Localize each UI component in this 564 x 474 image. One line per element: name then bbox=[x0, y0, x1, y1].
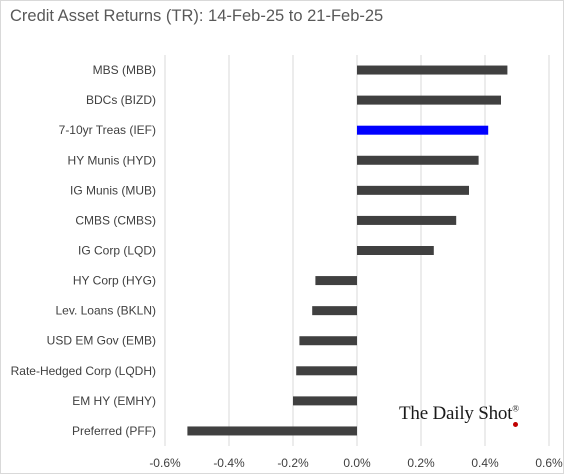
bar bbox=[357, 95, 501, 105]
x-tick-label: 0.0% bbox=[343, 456, 371, 470]
bar bbox=[296, 366, 357, 376]
category-label: 7-10yr Treas (IEF) bbox=[59, 123, 156, 137]
bar bbox=[357, 65, 508, 75]
category-label: BDCs (BIZD) bbox=[86, 93, 156, 107]
category-label: IG Corp (LQD) bbox=[78, 244, 156, 258]
bar bbox=[187, 426, 357, 436]
x-tick-label: -0.4% bbox=[213, 456, 245, 470]
category-label: Preferred (PFF) bbox=[72, 424, 156, 438]
watermark-dot-icon bbox=[513, 422, 518, 427]
category-label: HY Corp (HYG) bbox=[73, 274, 156, 288]
x-tick-label: 0.4% bbox=[471, 456, 499, 470]
x-tick-label: 0.6% bbox=[535, 456, 563, 470]
category-label: EM HY (EMHY) bbox=[72, 394, 156, 408]
bar bbox=[357, 125, 489, 135]
x-tick-label: -0.6% bbox=[149, 456, 181, 470]
category-label: Rate-Hedged Corp (LQDH) bbox=[11, 364, 156, 378]
x-tick-label: 0.2% bbox=[407, 456, 435, 470]
bar bbox=[312, 306, 357, 316]
bar bbox=[299, 336, 357, 346]
bar bbox=[357, 185, 469, 195]
x-tick-label: -0.2% bbox=[277, 456, 309, 470]
bar bbox=[293, 396, 357, 406]
category-label: CMBS (CMBS) bbox=[75, 213, 156, 227]
bar bbox=[357, 215, 457, 225]
bar bbox=[357, 155, 479, 165]
category-label: USD EM Gov (EMB) bbox=[47, 334, 156, 348]
category-label: MBS (MBB) bbox=[93, 63, 156, 77]
bar bbox=[315, 276, 357, 286]
category-label: HY Munis (HYD) bbox=[68, 153, 156, 167]
chart-title: Credit Asset Returns (TR): 14-Feb-25 to … bbox=[10, 7, 384, 25]
watermark-registered-mark: ® bbox=[512, 403, 519, 414]
category-label: Lev. Loans (BKLN) bbox=[56, 304, 157, 318]
watermark-logo: The Daily Shot® bbox=[399, 403, 519, 425]
watermark-text: The Daily Shot bbox=[399, 403, 513, 424]
bar bbox=[357, 246, 434, 255]
category-label: IG Munis (MUB) bbox=[70, 183, 156, 197]
